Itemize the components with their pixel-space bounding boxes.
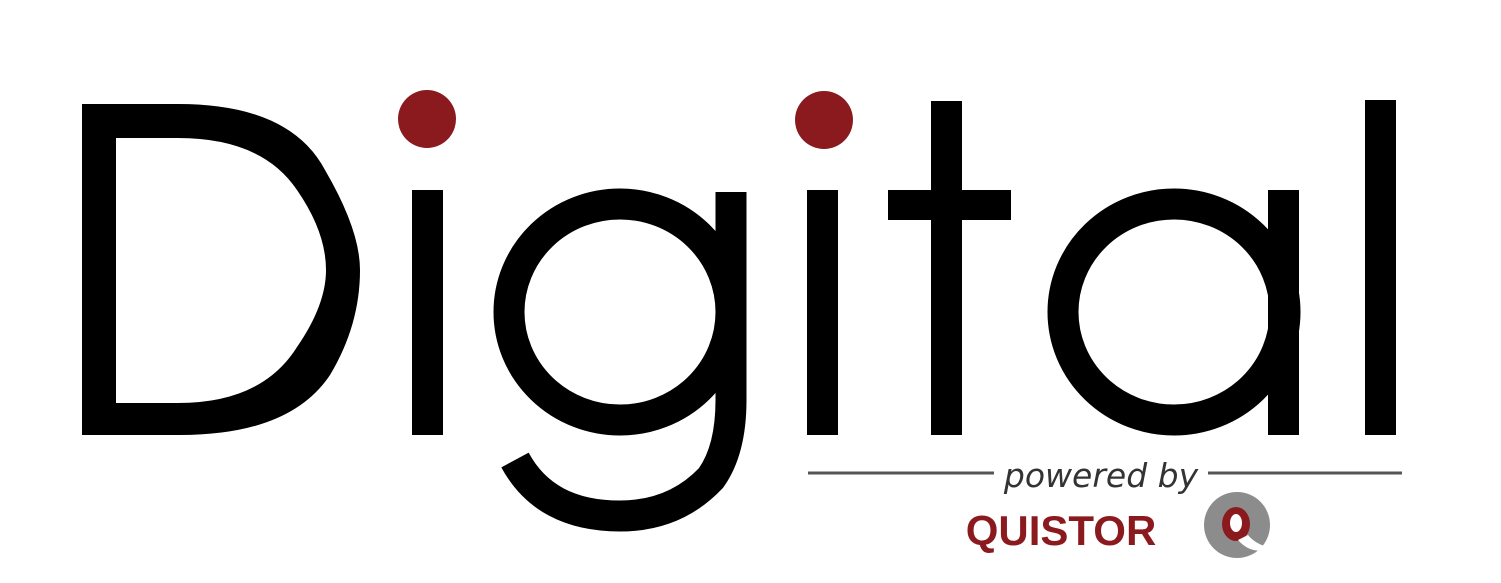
letter-i-1 xyxy=(398,90,456,435)
letter-d xyxy=(82,104,360,435)
brand-name: QUISTOR xyxy=(966,507,1157,554)
letter-a xyxy=(1047,188,1301,436)
letter-l xyxy=(1365,100,1396,435)
letter-i-2 xyxy=(795,91,853,435)
tagline-text: powered by xyxy=(1003,456,1199,495)
red-dot-icon xyxy=(795,91,853,149)
letter-g xyxy=(493,188,747,532)
quistor-q-icon xyxy=(1204,492,1272,558)
letter-t xyxy=(888,101,1011,435)
red-dot-icon xyxy=(398,90,456,148)
